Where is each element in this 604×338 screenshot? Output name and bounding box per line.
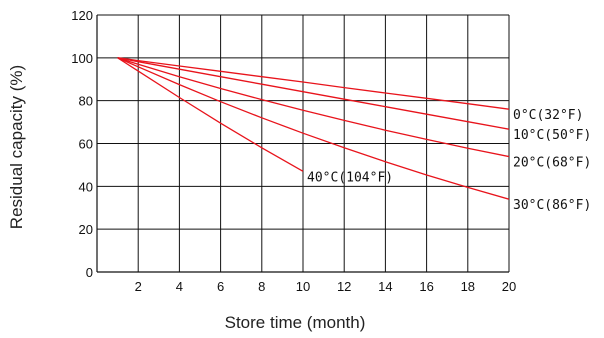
x-tick-label: 18 [461, 279, 475, 294]
series-label: 20°C(68°F) [513, 156, 591, 171]
y-axis-title: Residual capacity (%) [7, 65, 26, 229]
series-line-3 [117, 57, 510, 158]
series-line-5 [117, 57, 304, 172]
series-labels: 0°C(32°F) 10°C(50°F) 20°C(68°F) 30°C(86°F) 4… [307, 108, 591, 213]
x-tick-label: 14 [378, 279, 392, 294]
x-tick-label: 8 [258, 279, 265, 294]
x-tick-label: 6 [217, 279, 224, 294]
series-line-1 [117, 57, 510, 110]
axes [96, 15, 509, 273]
x-axis-title: Store time (month) [225, 313, 366, 332]
series-label: 10°C(50°F) [513, 128, 591, 143]
series-label: 40°C(104°F) [307, 170, 393, 185]
y-tick-label: 0 [86, 265, 93, 280]
y-tick-label: 20 [79, 222, 93, 237]
y-tick-label: 40 [79, 179, 93, 194]
y-tick-label: 100 [71, 51, 93, 66]
y-tick-label: 80 [79, 94, 93, 109]
x-tick-label: 20 [502, 279, 516, 294]
x-tick-label: 12 [337, 279, 351, 294]
y-tick-label: 120 [71, 8, 93, 23]
series-label: 30°C(86°F) [513, 198, 591, 213]
y-tick-label: 60 [79, 137, 93, 152]
x-tick-label: 2 [135, 279, 142, 294]
series-label: 0°C(32°F) [513, 108, 583, 123]
tick-labels: 2 4 6 8 10 12 14 16 18 20 0 20 40 60 80 100 120 [71, 8, 516, 294]
series-lines [117, 57, 510, 200]
series-line-2 [117, 57, 510, 130]
x-tick-label: 16 [419, 279, 433, 294]
series-line-4 [117, 57, 510, 200]
x-tick-label: 10 [296, 279, 310, 294]
x-tick-label: 4 [176, 279, 183, 294]
